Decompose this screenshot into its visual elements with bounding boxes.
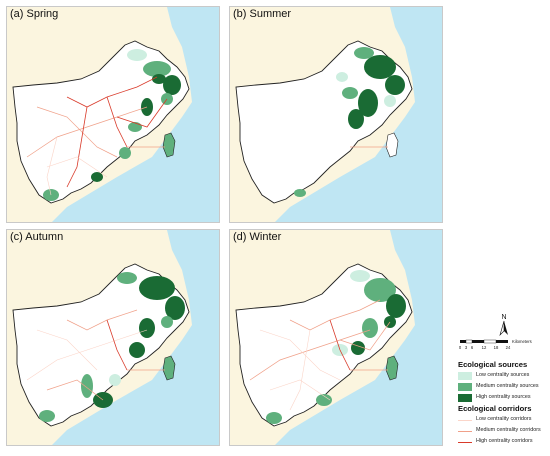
legend-swatch	[458, 372, 472, 380]
legend-item-low-sources: Low centrality sources	[458, 371, 550, 381]
north-arrow-label: N	[501, 314, 506, 321]
scale-tick: 0	[459, 345, 462, 350]
sea-area	[52, 230, 219, 445]
map-panel-spring: (a) Spring	[6, 6, 220, 223]
ecological-sources	[294, 47, 405, 197]
panel-label: (c) Autumn	[10, 231, 64, 243]
ecological-corridors	[249, 299, 391, 411]
map-winter	[235, 230, 442, 445]
legend-label: Low centrality sources	[476, 372, 530, 378]
sea-area	[275, 230, 442, 445]
map-spring	[12, 7, 219, 222]
legend-item-high-sources: High centrality sources	[458, 393, 550, 403]
legend-label: High centrality corridors	[476, 438, 533, 444]
map-panel-winter: (d) Winter	[229, 229, 443, 446]
map-panel-summer: (b) Summer	[229, 6, 443, 223]
scale-tick: 3	[465, 345, 468, 350]
scale-bar: 0 3 6 12 18 24 Kilometers	[458, 338, 548, 356]
legend-line	[458, 442, 472, 443]
legend-item-high-corridors: High centrality corridors	[458, 437, 550, 447]
sea-area	[275, 7, 442, 222]
scale-tick: 18	[494, 345, 499, 350]
ecological-corridors	[26, 76, 168, 196]
legend-swatch	[458, 394, 472, 402]
legend-item-medium-sources: Medium centrality sources	[458, 382, 550, 392]
ecological-sources	[39, 272, 185, 422]
ecological-sources	[43, 49, 181, 201]
scale-tick: 6	[471, 345, 474, 350]
legend-sources-title: Ecological sources	[458, 360, 528, 369]
legend-corridors-title: Ecological corridors	[458, 404, 532, 413]
legend-label: Low centrality corridors	[476, 416, 532, 422]
ecological-corridors	[26, 309, 165, 401]
north-arrow: N	[496, 312, 512, 337]
map-panel-autumn: (c) Autumn	[6, 229, 220, 446]
sea-area	[52, 7, 219, 222]
legend-label: Medium centrality corridors	[476, 427, 541, 433]
panel-label: (a) Spring	[10, 8, 59, 20]
scale-unit: Kilometers	[512, 339, 532, 344]
panel-label: (d) Winter	[233, 231, 282, 243]
scale-tick: 24	[506, 345, 511, 350]
legend: Ecological sources Low centrality source…	[458, 360, 550, 448]
legend-line	[458, 431, 472, 432]
legend-item-low-corridors: Low centrality corridors	[458, 415, 550, 425]
legend-swatch	[458, 383, 472, 391]
panel-label: (b) Summer	[233, 8, 292, 20]
scale-tick: 12	[482, 345, 487, 350]
legend-label: High centrality sources	[476, 394, 531, 400]
legend-label: Medium centrality sources	[476, 383, 539, 389]
map-autumn	[12, 230, 219, 445]
ecological-sources	[266, 270, 406, 424]
legend-item-medium-corridors: Medium centrality corridors	[458, 426, 550, 436]
map-summer	[235, 7, 442, 222]
legend-line	[458, 420, 472, 421]
study-area-boundary	[235, 40, 413, 204]
